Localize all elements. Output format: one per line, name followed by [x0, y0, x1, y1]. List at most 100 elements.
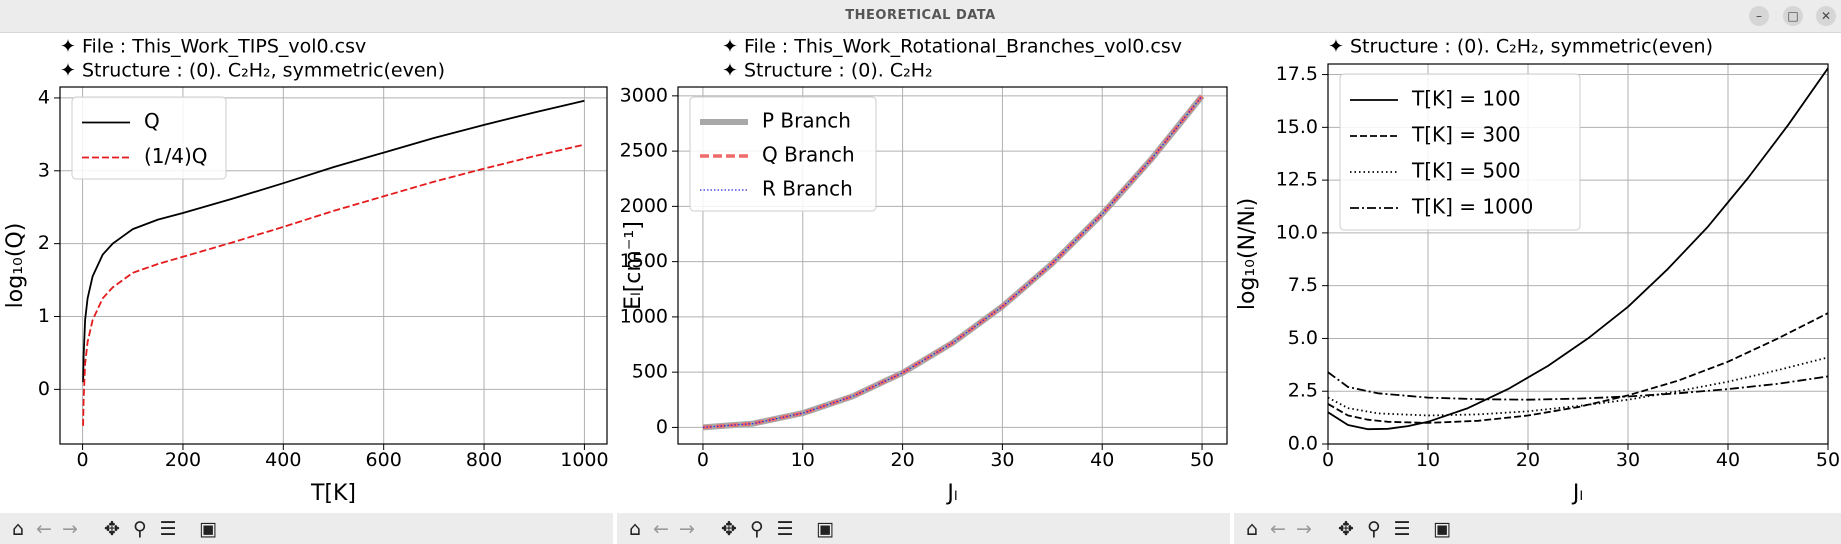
- x-tick-label: 1000: [560, 449, 608, 471]
- legend-label: (1/4)Q: [144, 144, 208, 168]
- x-axis-label: Jₗ: [1571, 481, 1583, 506]
- back-arrow-icon[interactable]: ←: [1270, 518, 1286, 540]
- y-tick-label: 500: [632, 361, 668, 383]
- legend-box: [689, 96, 877, 212]
- back-arrow-icon[interactable]: ←: [36, 518, 52, 540]
- legend-box: [71, 96, 227, 180]
- y-tick-label: 12.5: [1276, 169, 1318, 191]
- x-tick-label: 200: [165, 449, 201, 471]
- legend-label: Q: [144, 109, 160, 133]
- y-axis-label: Eₗ[cm⁻¹]: [621, 221, 646, 310]
- legend-label: T[K] = 500: [1411, 159, 1521, 183]
- series-line-3: [702, 95, 1203, 429]
- figure-canvas: ✦ File : This_Work_TIPS_vol0.csv✦ Struct…: [3, 36, 1840, 507]
- zoom-icon[interactable]: ⚲: [133, 518, 147, 540]
- y-tick-label: 0: [38, 378, 50, 400]
- series-line-2: [82, 143, 585, 426]
- y-tick-label: 1500: [620, 250, 668, 272]
- y-tick-label: 3: [38, 159, 50, 181]
- chart-header-line: ✦ Structure : (0). C₂H₂: [722, 60, 933, 82]
- y-tick-label: 0.0: [1288, 433, 1318, 455]
- legend-label: T[K] = 1000: [1411, 195, 1533, 219]
- configure-icon[interactable]: ☰: [1393, 518, 1411, 540]
- series-line-1: [1328, 67, 1828, 431]
- x-tick-label: 40: [1090, 449, 1114, 471]
- series-line-1: [82, 99, 585, 383]
- y-tick-label: 2: [38, 232, 50, 254]
- y-tick-label: 0: [656, 416, 668, 438]
- home-icon[interactable]: ⌂: [11, 518, 25, 540]
- x-axis-label: Jₗ: [945, 481, 957, 506]
- y-tick-label: 1: [38, 305, 50, 327]
- y-tick-label: 15.0: [1276, 116, 1318, 138]
- x-tick-label: 30: [990, 449, 1014, 471]
- chart-panel-2: ✦ File : This_Work_Rotational_Branches_v…: [620, 36, 1228, 506]
- x-tick-label: 50: [1190, 449, 1214, 471]
- legend-label: T[K] = 100: [1411, 87, 1521, 111]
- y-tick-label: 4: [38, 86, 50, 108]
- x-tick-label: 10: [1416, 449, 1440, 471]
- home-icon[interactable]: ⌂: [628, 518, 642, 540]
- navigation-toolbar-3: ⌂ ← → ✥ ⚲ ☰ ▣: [1234, 513, 1841, 544]
- chart-header-line: ✦ File : This_Work_TIPS_vol0.csv: [60, 36, 366, 58]
- x-tick-label: 400: [265, 449, 301, 471]
- y-axis-label: log₁₀(Q): [3, 223, 28, 309]
- x-tick-label: 0: [697, 449, 709, 471]
- back-arrow-icon[interactable]: ←: [653, 518, 669, 540]
- home-icon[interactable]: ⌂: [1245, 518, 1259, 540]
- zoom-icon[interactable]: ⚲: [1367, 518, 1381, 540]
- y-tick-label: 7.5: [1288, 274, 1318, 296]
- y-tick-label: 17.5: [1276, 63, 1318, 85]
- save-icon[interactable]: ▣: [199, 518, 217, 540]
- x-tick-label: 0: [1322, 449, 1334, 471]
- chart-header-line: ✦ Structure : (0). C₂H₂, symmetric(even): [60, 60, 445, 82]
- forward-arrow-icon[interactable]: →: [62, 518, 78, 540]
- navigation-toolbar-2: ⌂ ← → ✥ ⚲ ☰ ▣: [617, 513, 1230, 544]
- y-tick-label: 10.0: [1276, 221, 1318, 243]
- save-icon[interactable]: ▣: [1433, 518, 1451, 540]
- x-axis-label: T[K]: [310, 481, 356, 506]
- x-tick-label: 30: [1616, 449, 1640, 471]
- x-tick-label: 0: [77, 449, 89, 471]
- pan-icon[interactable]: ✥: [104, 518, 120, 540]
- zoom-icon[interactable]: ⚲: [750, 518, 764, 540]
- x-tick-label: 800: [466, 449, 502, 471]
- plot-frame: [59, 86, 608, 445]
- configure-icon[interactable]: ☰: [159, 518, 177, 540]
- y-tick-label: 2.5: [1288, 380, 1318, 402]
- y-tick-label: 2500: [620, 140, 668, 162]
- plot-frame: [677, 86, 1228, 445]
- pan-icon[interactable]: ✥: [1338, 518, 1354, 540]
- chart-panel-3: ✦ Structure : (0). C₂H₂, symmetric(even)…: [1235, 36, 1840, 507]
- legend-label: P Branch: [762, 109, 851, 133]
- x-tick-label: 40: [1716, 449, 1740, 471]
- y-axis-label: log₁₀(N/Nₗ): [1235, 198, 1260, 310]
- chart-header-line: ✦ File : This_Work_Rotational_Branches_v…: [722, 36, 1182, 58]
- plot-frame: [1327, 63, 1829, 445]
- forward-arrow-icon[interactable]: →: [1296, 518, 1312, 540]
- chart-header-line: ✦ Structure : (0). C₂H₂, symmetric(even): [1328, 36, 1713, 58]
- x-tick-label: 20: [1516, 449, 1540, 471]
- window-titlebar: THEORETICAL DATA – □ ✕: [0, 0, 1841, 33]
- x-tick-label: 50: [1816, 449, 1840, 471]
- legend-box: [1339, 73, 1581, 231]
- y-tick-label: 3000: [620, 84, 668, 106]
- series-line-4: [1328, 371, 1828, 401]
- chart-panel-1: ✦ File : This_Work_TIPS_vol0.csv✦ Struct…: [3, 36, 609, 507]
- close-icon[interactable]: ✕: [1816, 6, 1836, 26]
- legend-label: Q Branch: [762, 143, 855, 167]
- legend-label: R Branch: [762, 177, 853, 201]
- forward-arrow-icon[interactable]: →: [679, 518, 695, 540]
- y-tick-label: 2000: [620, 195, 668, 217]
- legend-label: T[K] = 300: [1411, 123, 1521, 147]
- y-tick-label: 5.0: [1288, 327, 1318, 349]
- series-line-2: [1328, 312, 1828, 424]
- save-icon[interactable]: ▣: [816, 518, 834, 540]
- y-tick-label: 1000: [620, 305, 668, 327]
- x-tick-label: 20: [890, 449, 914, 471]
- navigation-toolbar-1: ⌂ ← → ✥ ⚲ ☰ ▣: [0, 513, 613, 544]
- minimize-icon[interactable]: –: [1749, 6, 1769, 26]
- configure-icon[interactable]: ☰: [776, 518, 794, 540]
- pan-icon[interactable]: ✥: [721, 518, 737, 540]
- maximize-icon[interactable]: □: [1783, 6, 1803, 26]
